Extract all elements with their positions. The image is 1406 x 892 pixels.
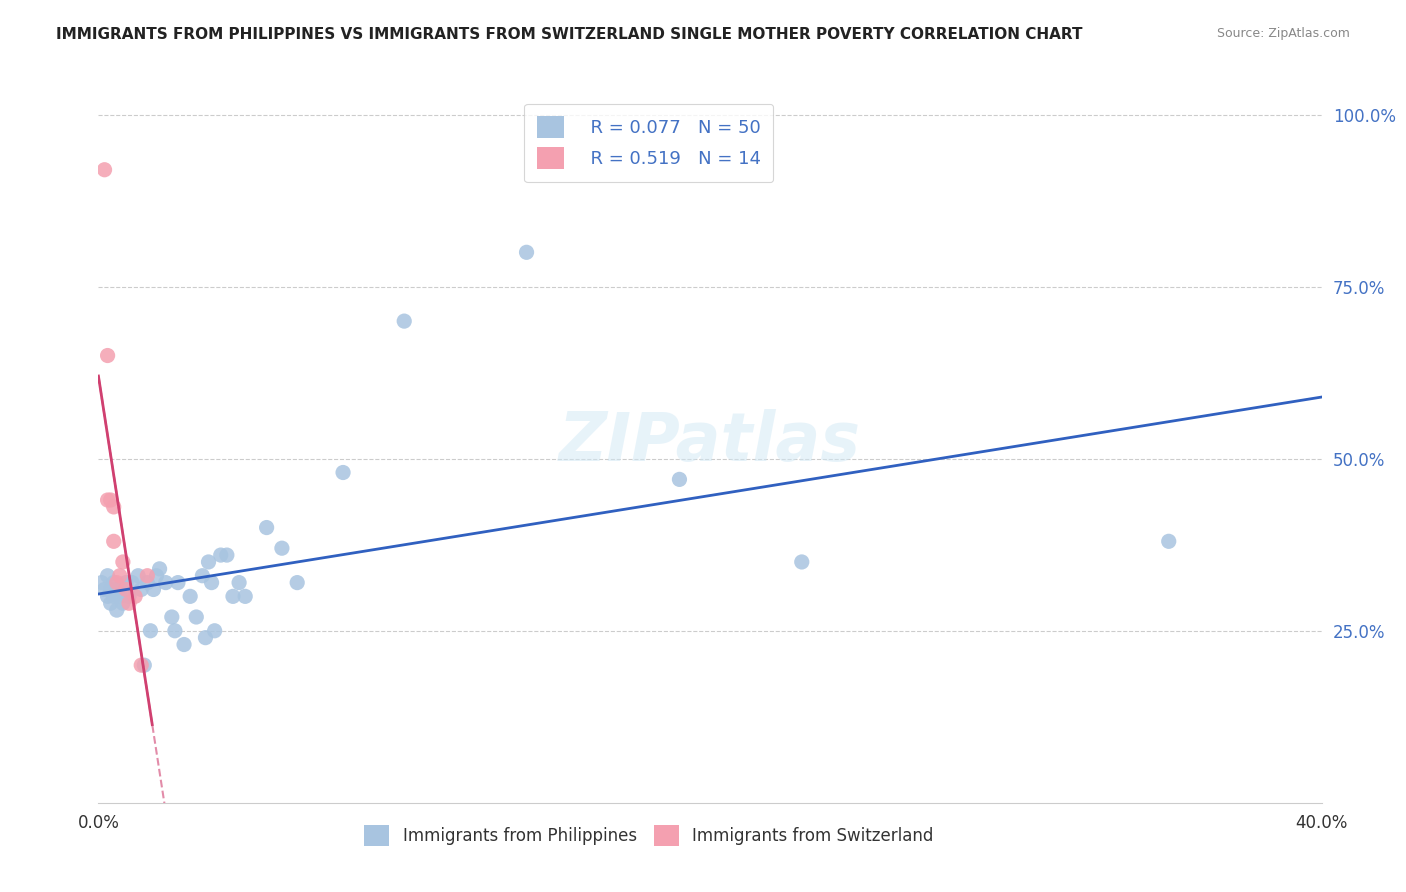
Point bbox=[1157, 534, 1180, 549]
Legend: Immigrants from Philippines, Immigrants from Switzerland: Immigrants from Philippines, Immigrants … bbox=[357, 819, 941, 852]
Point bbox=[108, 590, 131, 604]
Point bbox=[209, 548, 232, 562]
Point bbox=[103, 590, 125, 604]
Point bbox=[108, 582, 131, 597]
Point bbox=[142, 582, 165, 597]
Point bbox=[93, 162, 115, 177]
Point bbox=[136, 568, 159, 582]
Point bbox=[194, 631, 217, 645]
Point bbox=[111, 596, 134, 610]
Point bbox=[108, 568, 131, 582]
Point bbox=[270, 541, 292, 556]
Point bbox=[118, 590, 141, 604]
Point bbox=[233, 590, 256, 604]
Point bbox=[191, 568, 214, 582]
Point bbox=[197, 555, 219, 569]
Point bbox=[186, 610, 208, 624]
Point bbox=[97, 568, 120, 582]
Point bbox=[105, 603, 128, 617]
Point bbox=[100, 493, 122, 508]
Point bbox=[790, 555, 813, 569]
Point bbox=[285, 575, 308, 590]
Point bbox=[149, 562, 172, 576]
Point bbox=[105, 575, 128, 590]
Point bbox=[103, 500, 125, 514]
Point bbox=[105, 582, 128, 597]
Point bbox=[332, 466, 354, 480]
Point bbox=[134, 658, 156, 673]
Point bbox=[97, 590, 120, 604]
Point bbox=[668, 472, 690, 486]
Point bbox=[129, 582, 152, 597]
Point bbox=[124, 590, 146, 604]
Text: IMMIGRANTS FROM PHILIPPINES VS IMMIGRANTS FROM SWITZERLAND SINGLE MOTHER POVERTY: IMMIGRANTS FROM PHILIPPINES VS IMMIGRANT… bbox=[56, 27, 1083, 42]
Point bbox=[115, 575, 138, 590]
Point bbox=[204, 624, 226, 638]
Point bbox=[90, 575, 112, 590]
Point bbox=[163, 624, 186, 638]
Point bbox=[155, 575, 177, 590]
Point bbox=[222, 590, 245, 604]
Point bbox=[100, 582, 122, 597]
Point bbox=[160, 610, 183, 624]
Point bbox=[179, 590, 201, 604]
Point bbox=[392, 314, 416, 328]
Point bbox=[127, 568, 149, 582]
Point bbox=[118, 596, 141, 610]
Text: Source: ZipAtlas.com: Source: ZipAtlas.com bbox=[1216, 27, 1350, 40]
Point bbox=[136, 575, 159, 590]
Point bbox=[145, 568, 167, 582]
Point bbox=[256, 520, 278, 534]
Point bbox=[103, 534, 125, 549]
Point bbox=[100, 596, 122, 610]
Point bbox=[121, 575, 143, 590]
Point bbox=[228, 575, 250, 590]
Point bbox=[103, 575, 125, 590]
Point bbox=[129, 658, 152, 673]
Point bbox=[97, 349, 120, 363]
Point bbox=[200, 575, 222, 590]
Point bbox=[115, 582, 138, 597]
Point bbox=[215, 548, 238, 562]
Point bbox=[139, 624, 162, 638]
Point bbox=[111, 555, 134, 569]
Point bbox=[173, 638, 195, 652]
Point bbox=[516, 245, 538, 260]
Point bbox=[167, 575, 190, 590]
Point bbox=[93, 582, 115, 597]
Point bbox=[97, 493, 120, 508]
Text: ZIPatlas: ZIPatlas bbox=[560, 409, 860, 475]
